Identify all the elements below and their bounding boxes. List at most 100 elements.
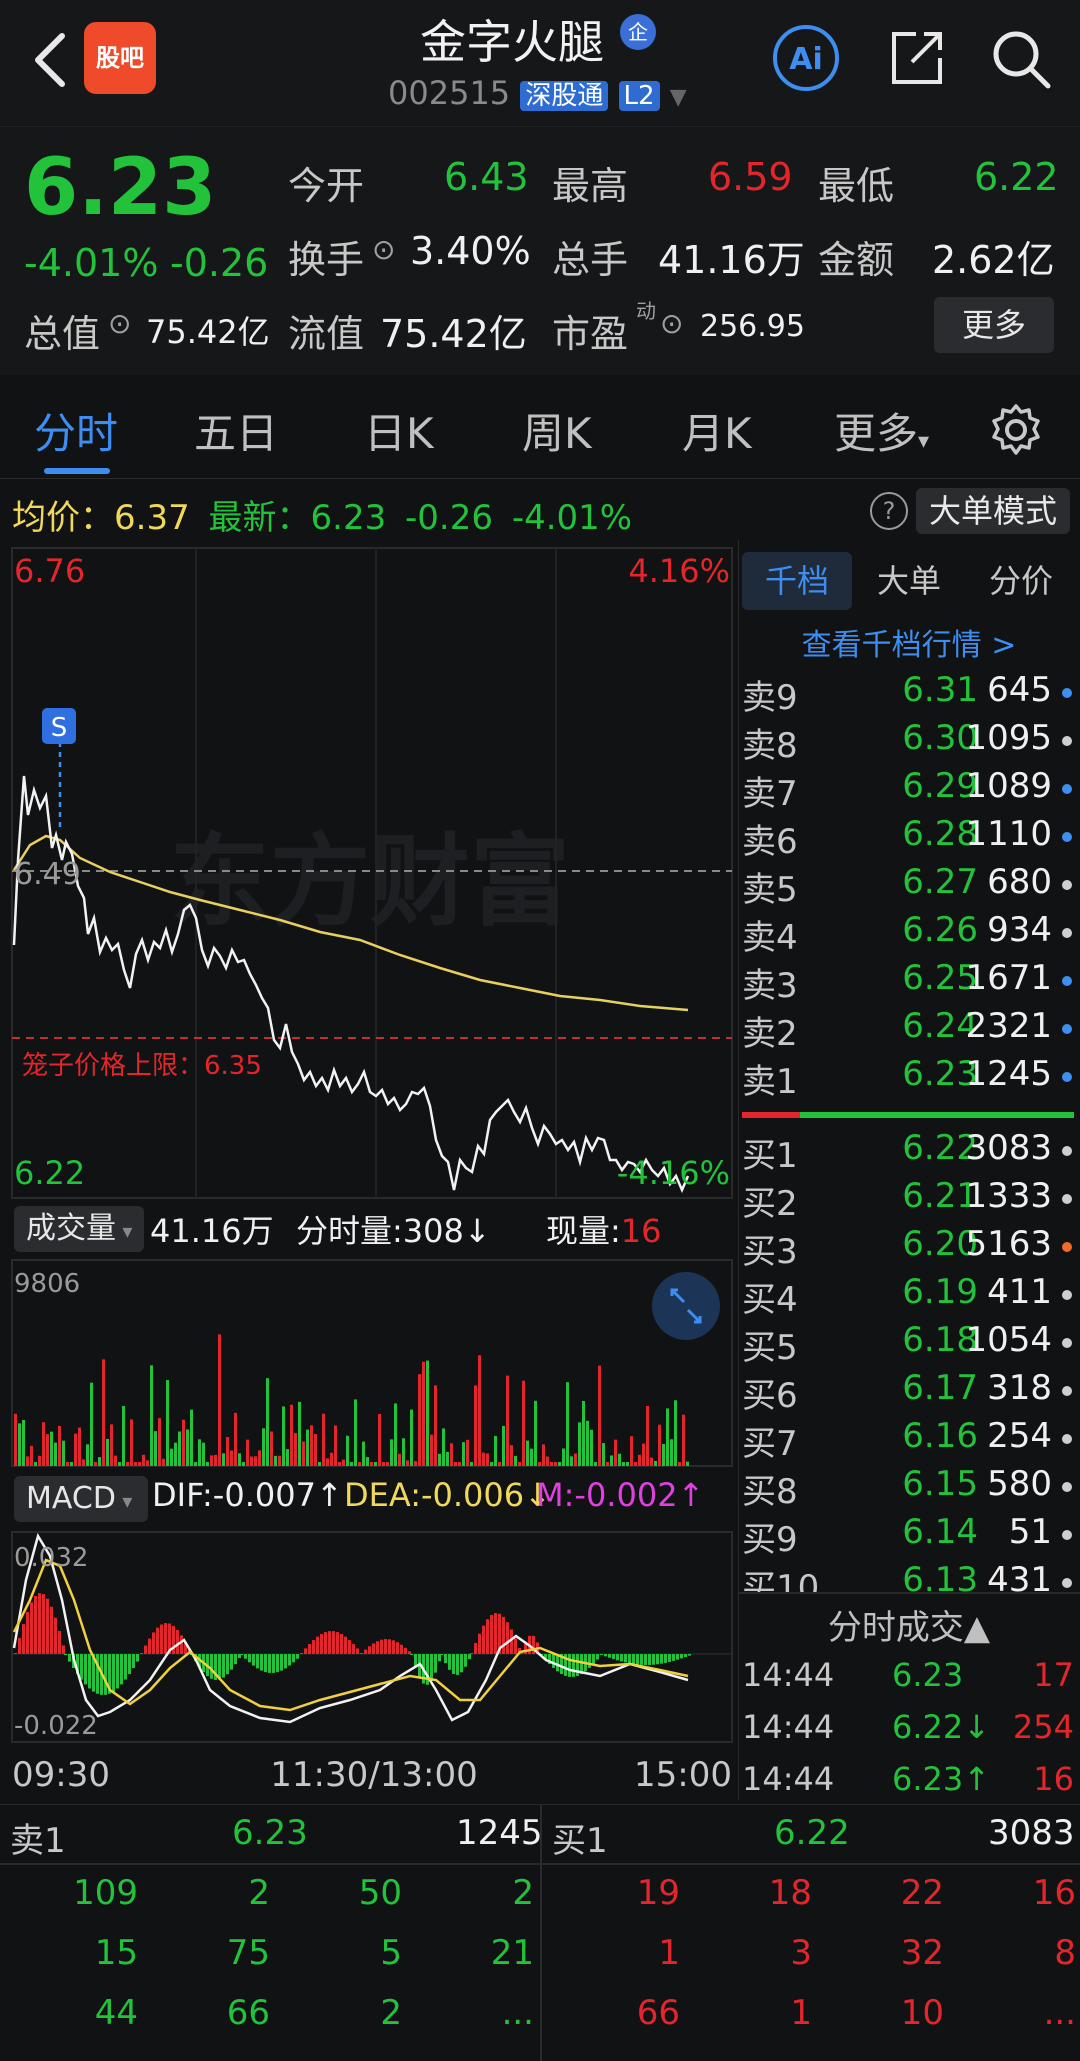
bid-price: 6.20 bbox=[902, 1224, 978, 1264]
ask-row[interactable]: 卖2 6.24 2321 bbox=[742, 1006, 1076, 1054]
macd-bar bbox=[54, 1617, 57, 1654]
search-icon[interactable] bbox=[990, 28, 1052, 90]
bid-row[interactable]: 买10 6.13 431 bbox=[742, 1560, 1076, 1592]
bid-row[interactable]: 买3 6.20 5163 bbox=[742, 1224, 1076, 1272]
ask-row[interactable]: 卖7 6.29 1089 bbox=[742, 766, 1076, 814]
macd-indicator-select[interactable]: MACD ▾ bbox=[14, 1476, 148, 1522]
macd-bar bbox=[628, 1654, 631, 1664]
tab-intraday[interactable]: 分时 bbox=[34, 409, 119, 458]
signal-marker[interactable] bbox=[42, 708, 76, 744]
bid-row[interactable]: 买6 6.17 318 bbox=[742, 1368, 1076, 1416]
macd-bar bbox=[410, 1654, 413, 1655]
volume-bar bbox=[102, 1359, 105, 1466]
macd-bar bbox=[644, 1654, 647, 1665]
volume-bar bbox=[122, 1405, 125, 1466]
float-label: 流值 bbox=[288, 312, 365, 356]
macd-bar bbox=[494, 1613, 497, 1654]
back-icon[interactable] bbox=[26, 30, 76, 90]
queue-cell: 16 bbox=[1032, 1873, 1076, 1913]
ask-row[interactable]: 卖6 6.28 1110 bbox=[742, 814, 1076, 862]
bid-row[interactable]: 买7 6.16 254 bbox=[742, 1416, 1076, 1464]
bid-row[interactable]: 买2 6.21 1333 bbox=[742, 1176, 1076, 1224]
info-circle-icon[interactable]: ⊙ bbox=[660, 307, 684, 340]
volume-bar bbox=[614, 1439, 617, 1466]
macd-bar bbox=[668, 1654, 671, 1662]
share-icon[interactable] bbox=[886, 28, 946, 88]
volume-bar bbox=[554, 1462, 557, 1466]
ask-row[interactable]: 卖8 6.30 1095 bbox=[742, 718, 1076, 766]
bid-row[interactable]: 买5 6.18 1054 bbox=[742, 1320, 1076, 1368]
big-order-mode-button[interactable]: 大单模式 bbox=[916, 488, 1070, 534]
macd-bar bbox=[18, 1638, 21, 1654]
trade-time: 14:44 bbox=[742, 1708, 835, 1746]
gear-icon[interactable] bbox=[988, 402, 1044, 458]
volume-bar bbox=[422, 1361, 425, 1466]
watermark: 东方财富 bbox=[170, 823, 570, 940]
order-dot-icon bbox=[1062, 736, 1072, 746]
ai-icon[interactable]: Ai bbox=[772, 24, 840, 92]
ask-qty: 1671 bbox=[965, 958, 1052, 998]
intraday-chart[interactable]: S 6.76 4.16% 6.49 笼子价格上限：6.35 6.22 -4.16… bbox=[0, 540, 736, 1800]
volume-bar bbox=[378, 1413, 381, 1466]
macd-bar bbox=[470, 1653, 473, 1654]
queue-ask-qty: 1245 bbox=[456, 1813, 543, 1853]
depth-quote-link[interactable]: 查看千档行情 > bbox=[801, 628, 1017, 663]
tab-price-dist[interactable]: 分价 bbox=[988, 562, 1053, 600]
price-axis-top: 6.76 bbox=[14, 552, 85, 590]
info-circle-icon[interactable]: ⊙ bbox=[372, 233, 396, 266]
signal-marker-label: S bbox=[51, 713, 68, 743]
macd-bar bbox=[104, 1654, 107, 1695]
order-dot-icon bbox=[1062, 976, 1072, 986]
volume-indicator-select[interactable]: 成交量 ▾ bbox=[14, 1206, 144, 1252]
volume-bar bbox=[358, 1462, 361, 1466]
macd-bar bbox=[478, 1633, 481, 1654]
trades-header[interactable]: 分时成交▲ bbox=[827, 1608, 991, 1648]
macd-bar bbox=[490, 1614, 493, 1654]
macd-bar bbox=[68, 1654, 71, 1662]
macd-bar bbox=[176, 1629, 179, 1654]
guba-app-icon[interactable]: 股吧 bbox=[84, 22, 156, 94]
tab-five-day[interactable]: 五日 bbox=[194, 409, 279, 458]
bid-row[interactable]: 买1 6.22 3083 bbox=[742, 1128, 1076, 1176]
info-circle-icon[interactable]: ⊙ bbox=[108, 307, 132, 340]
macd-bar bbox=[248, 1654, 251, 1663]
volume-bar bbox=[310, 1425, 313, 1466]
volume-bar bbox=[174, 1442, 177, 1466]
ask-row[interactable]: 卖9 6.31 645 bbox=[742, 670, 1076, 718]
tab-weekly-k[interactable]: 周K bbox=[522, 409, 592, 458]
volume-bar bbox=[58, 1425, 61, 1466]
bid-row[interactable]: 买4 6.19 411 bbox=[742, 1272, 1076, 1320]
ask-row[interactable]: 卖5 6.27 680 bbox=[742, 862, 1076, 910]
macd-bar bbox=[38, 1593, 41, 1654]
tab-more[interactable]: 更多▾ bbox=[834, 400, 929, 461]
tab-monthly-k[interactable]: 月K bbox=[682, 409, 752, 458]
volume-bar bbox=[362, 1441, 365, 1466]
chevron-down-icon[interactable]: ▼ bbox=[669, 85, 687, 110]
macd-bar bbox=[580, 1654, 583, 1675]
tab-daily-k[interactable]: 日K bbox=[364, 409, 434, 458]
cage-limit-label: 笼子价格上限：6.35 bbox=[22, 1051, 262, 1081]
expand-button[interactable] bbox=[652, 1272, 720, 1340]
macd-bar bbox=[498, 1613, 501, 1654]
ask-qty: 1095 bbox=[965, 718, 1052, 758]
macd-bar bbox=[218, 1654, 221, 1680]
ask-row[interactable]: 卖1 6.23 1245 bbox=[742, 1054, 1076, 1102]
bid-row[interactable]: 买8 6.15 580 bbox=[742, 1464, 1076, 1512]
macd-bar bbox=[414, 1654, 417, 1668]
more-button[interactable]: 更多 bbox=[934, 297, 1054, 353]
macd-bar bbox=[392, 1640, 395, 1654]
ask-row[interactable]: 卖4 6.26 934 bbox=[742, 910, 1076, 958]
ask-row[interactable]: 卖3 6.25 1671 bbox=[742, 958, 1076, 1006]
macd-bar bbox=[532, 1635, 535, 1654]
help-icon[interactable]: ? bbox=[870, 492, 908, 530]
tab-depth[interactable]: 千档 bbox=[742, 552, 852, 610]
volume-bar bbox=[678, 1462, 681, 1466]
volume-bar bbox=[302, 1441, 305, 1466]
trade-row: 14:44 6.22↓ 254 bbox=[742, 1708, 1076, 1758]
queue-cell: 66 bbox=[226, 1993, 270, 2033]
pe-label: 市盈 bbox=[552, 312, 629, 356]
bid-row[interactable]: 买9 6.14 51 bbox=[742, 1512, 1076, 1560]
latest-change: -0.26 bbox=[405, 498, 494, 538]
tab-big-orders[interactable]: 大单 bbox=[876, 562, 941, 600]
last-price: 6.23 bbox=[24, 143, 217, 233]
